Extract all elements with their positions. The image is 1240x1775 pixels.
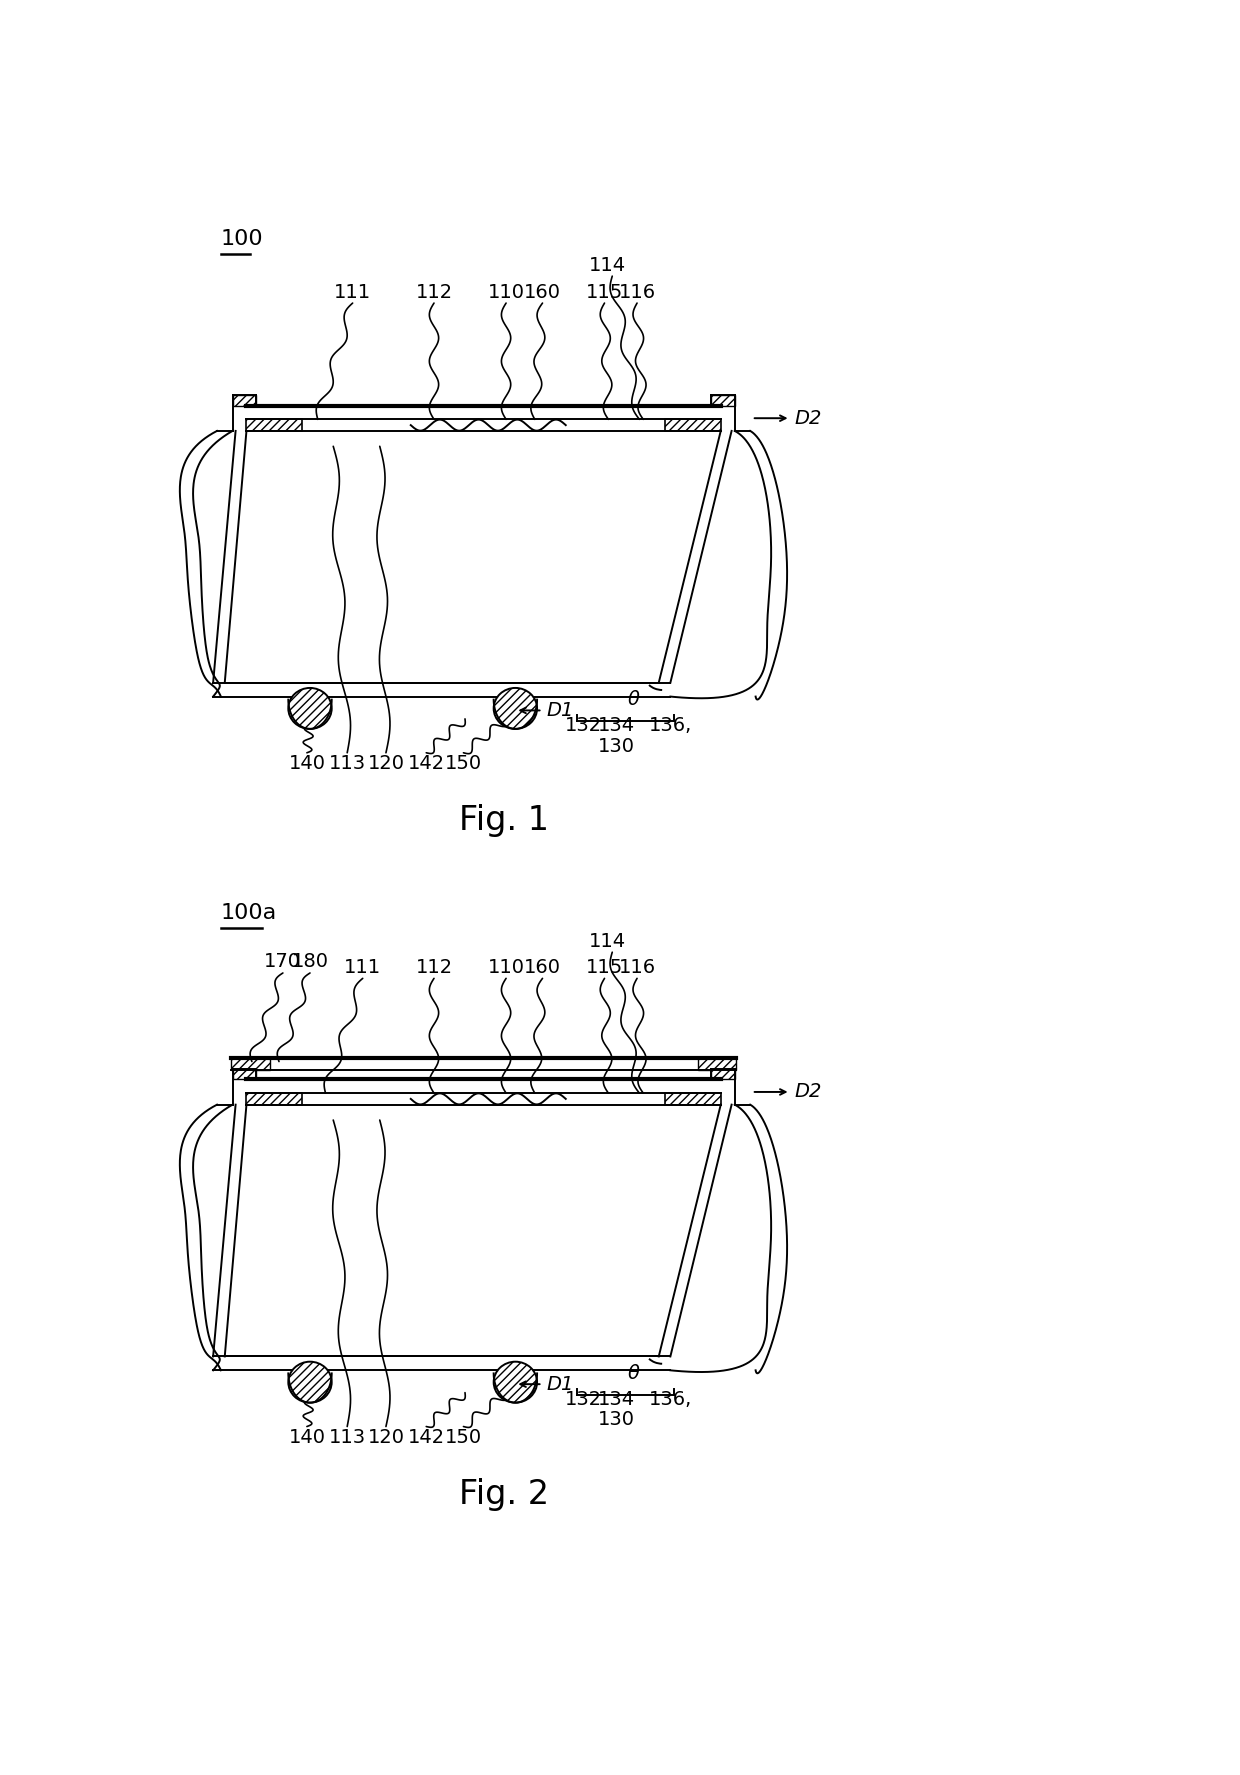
Text: 113: 113 (329, 754, 366, 774)
Text: D1: D1 (547, 701, 574, 721)
Bar (233, 396, 255, 405)
Text: 120: 120 (367, 754, 404, 774)
Text: 112: 112 (415, 959, 453, 976)
Ellipse shape (288, 1361, 332, 1402)
Bar (233, 1069, 255, 1079)
Text: 120: 120 (367, 1429, 404, 1447)
Text: 150: 150 (445, 1429, 482, 1447)
Ellipse shape (288, 689, 332, 730)
Text: Fig. 2: Fig. 2 (459, 1479, 549, 1511)
Bar (665, 1093, 720, 1104)
Text: 136,: 136, (649, 1390, 692, 1409)
Ellipse shape (494, 1361, 537, 1402)
Text: 134: 134 (598, 715, 635, 735)
Ellipse shape (494, 689, 537, 730)
Bar (231, 1058, 270, 1070)
Polygon shape (494, 1374, 537, 1402)
Text: 100a: 100a (221, 903, 277, 923)
Bar (247, 419, 303, 431)
Text: 134: 134 (598, 1390, 635, 1409)
Bar (697, 1058, 737, 1070)
Text: θ: θ (627, 690, 639, 710)
Text: 142: 142 (408, 754, 445, 774)
Polygon shape (494, 699, 537, 730)
Text: 180: 180 (291, 953, 329, 971)
Text: D2: D2 (795, 408, 822, 428)
Text: 150: 150 (445, 754, 482, 774)
Text: 113: 113 (329, 1429, 366, 1447)
Text: 136,: 136, (649, 715, 692, 735)
Bar (665, 419, 720, 431)
Text: 110: 110 (487, 959, 525, 976)
Text: 114: 114 (589, 256, 626, 275)
Text: 140: 140 (289, 1429, 325, 1447)
Text: 115: 115 (585, 282, 624, 302)
Text: 112: 112 (415, 282, 453, 302)
Text: 132: 132 (565, 1390, 603, 1409)
Text: 140: 140 (289, 754, 325, 774)
Text: 100: 100 (221, 229, 263, 248)
Text: θ: θ (627, 1365, 639, 1383)
Bar (712, 396, 734, 405)
Bar (712, 1069, 734, 1079)
Text: Fig. 1: Fig. 1 (459, 804, 549, 838)
Polygon shape (288, 1374, 332, 1402)
Text: 160: 160 (525, 282, 560, 302)
Text: 116: 116 (619, 282, 656, 302)
Text: 170: 170 (264, 953, 301, 971)
Text: 111: 111 (334, 282, 371, 302)
Text: 160: 160 (525, 959, 560, 976)
Text: 116: 116 (619, 959, 656, 976)
Text: 111: 111 (345, 959, 381, 976)
Text: D2: D2 (795, 1083, 822, 1102)
Bar (247, 1093, 303, 1104)
Polygon shape (288, 699, 332, 730)
Text: 130: 130 (598, 737, 635, 756)
Text: 114: 114 (589, 932, 626, 951)
Text: D1: D1 (547, 1374, 574, 1393)
Text: 132: 132 (565, 715, 603, 735)
Text: 142: 142 (408, 1429, 445, 1447)
Text: 110: 110 (487, 282, 525, 302)
Text: 115: 115 (585, 959, 624, 976)
Text: 130: 130 (598, 1411, 635, 1429)
